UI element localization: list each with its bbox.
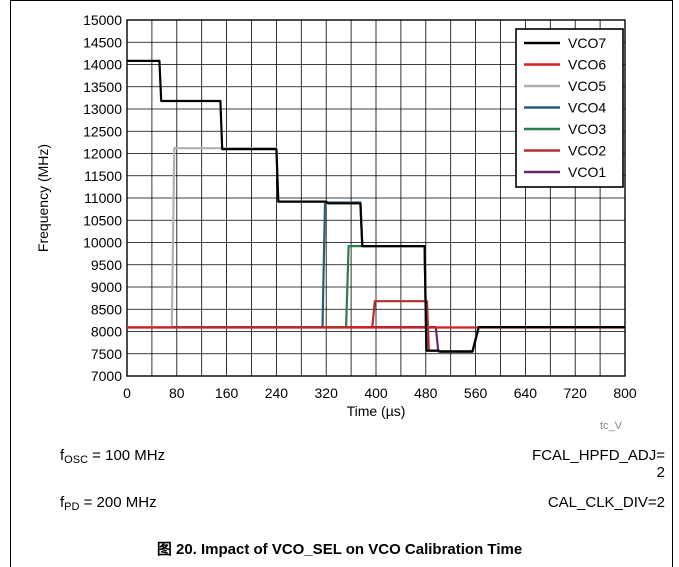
legend-label-vco6: VCO6	[568, 57, 606, 73]
x-axis-label: Time (µs)	[347, 403, 406, 419]
frame-top	[10, 0, 673, 1]
y-tick-label: 7000	[91, 368, 122, 384]
frequency-vs-time-chart: 7000750080008500900095001000010500110001…	[35, 12, 637, 419]
x-tick-label: 720	[564, 385, 588, 401]
series-line-vco7	[127, 59, 625, 353]
y-tick-label: 8500	[91, 301, 122, 317]
y-tick-label: 9500	[91, 257, 122, 273]
y-tick-label: 7500	[91, 346, 122, 362]
legend-label-vco5: VCO5	[568, 78, 606, 94]
y-tick-label: 12000	[83, 146, 122, 162]
frame-left	[10, 0, 11, 567]
cal-clk-div-note: CAL_CLK_DIV=2	[547, 494, 665, 511]
fosc-note: fOSC = 100 MHz	[60, 447, 166, 466]
x-tick-label: 320	[315, 385, 339, 401]
y-tick-label: 13000	[83, 101, 122, 117]
plot-area-border	[126, 19, 626, 377]
y-tick-label: 8000	[91, 324, 122, 340]
chart-id-label: tc_V	[600, 420, 623, 432]
fpd-note: fPD = 200 MHz	[60, 494, 157, 513]
y-tick-label: 14000	[83, 57, 122, 73]
y-tick-label: 9000	[91, 279, 122, 295]
x-tick-label: 160	[215, 385, 239, 401]
x-tick-label: 0	[123, 385, 131, 401]
x-tick-label: 240	[265, 385, 289, 401]
x-tick-label: 640	[514, 385, 538, 401]
y-axis-label: Frequency (MHz)	[35, 144, 51, 252]
y-tick-label: 10000	[83, 235, 122, 251]
legend-label-vco3: VCO3	[568, 121, 606, 137]
y-tick-label: 11000	[84, 190, 122, 206]
y-tick-label: 15000	[83, 12, 122, 28]
hpfd-adj-note: FCAL_HPFD_ADJ= 2	[532, 447, 665, 481]
legend-label-vco4: VCO4	[568, 100, 606, 116]
figure-caption: 图 20. Impact of VCO_SEL on VCO Calibrati…	[156, 541, 523, 558]
y-tick-label: 10500	[83, 212, 122, 228]
legend-label-vco1: VCO1	[568, 164, 606, 180]
x-tick-label: 560	[464, 385, 488, 401]
x-tick-label: 800	[613, 385, 637, 401]
y-tick-label: 12500	[83, 123, 122, 139]
x-tick-label: 480	[414, 385, 438, 401]
y-tick-label: 13500	[83, 79, 122, 95]
frame-right	[672, 0, 673, 567]
x-tick-label: 400	[364, 385, 388, 401]
legend-label-vco2: VCO2	[568, 143, 606, 159]
x-tick-label: 80	[169, 385, 185, 401]
legend-label-vco7: VCO7	[568, 35, 606, 51]
y-tick-label: 11500	[84, 168, 122, 184]
y-tick-label: 14500	[83, 34, 122, 50]
